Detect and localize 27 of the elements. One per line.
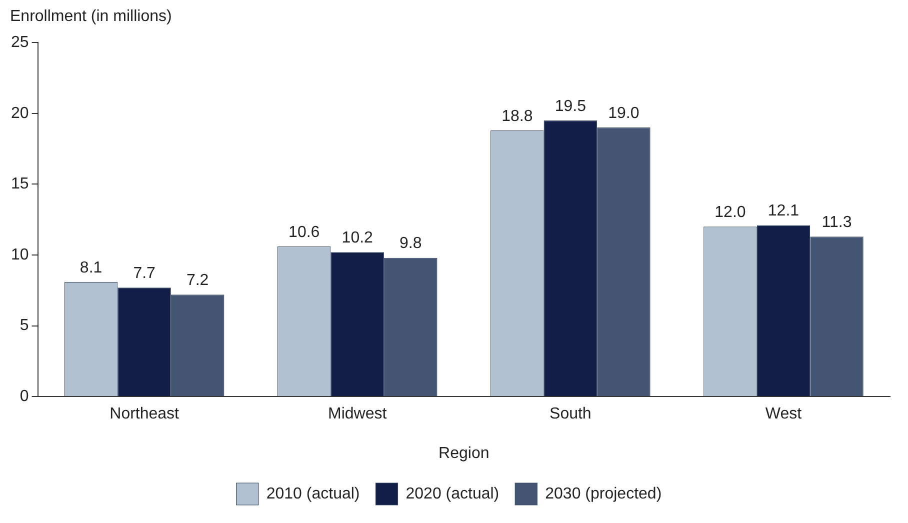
x-tick-label: Midwest <box>328 406 388 423</box>
data-label: 10.2 <box>342 230 374 247</box>
x-axis-title: Region <box>438 444 490 462</box>
data-label: 8.1 <box>80 259 102 276</box>
y-tick-label: 15 <box>11 176 29 193</box>
legend-label: 2020 (actual) <box>406 485 500 502</box>
legend-label: 2030 (projected) <box>545 485 662 502</box>
y-tick-label: 20 <box>11 104 29 122</box>
y-tick-label: 5 <box>20 317 29 334</box>
data-label: 18.8 <box>502 108 533 125</box>
data-label: 7.2 <box>186 272 209 290</box>
y-tick-label: 10 <box>11 246 29 264</box>
data-label: 10.6 <box>288 224 320 241</box>
y-tick-label: 25 <box>11 34 29 52</box>
data-label: 19.5 <box>554 98 586 115</box>
legend-label: 2010 (actual) <box>266 485 360 502</box>
y-tick-label: 0 <box>20 388 29 406</box>
data-label: 11.3 <box>822 214 852 231</box>
data-label: 12.0 <box>714 204 746 222</box>
x-tick-label: West <box>765 406 802 423</box>
x-tick-label: South <box>550 406 592 423</box>
data-label: 7.7 <box>133 264 156 282</box>
data-label: 12.1 <box>768 202 800 220</box>
x-tick-label: Northeast <box>110 406 180 423</box>
y-axis-title: Enrollment (in millions) <box>10 8 173 27</box>
data-label: 9.8 <box>400 235 422 252</box>
data-label: 19.0 <box>608 104 640 122</box>
